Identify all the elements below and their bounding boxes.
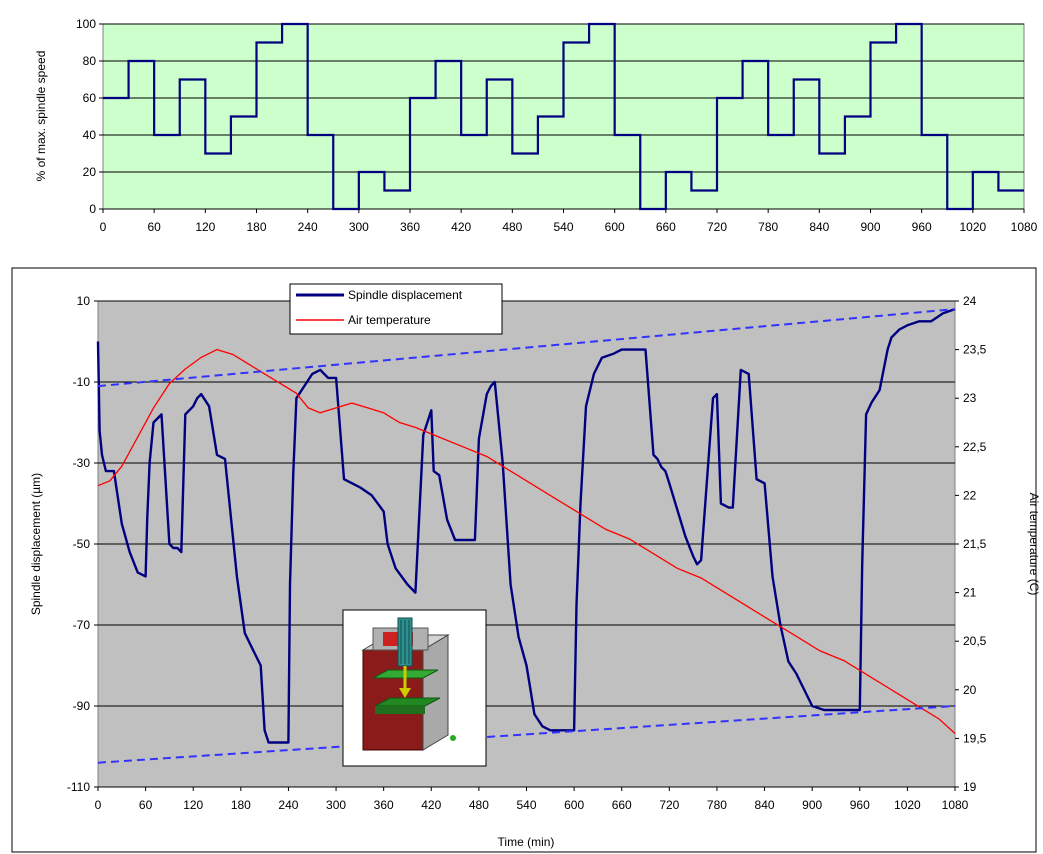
bottom-x-tick-label: 120 [183, 798, 203, 812]
bottom-y2-tick-label: 19,5 [963, 731, 987, 745]
spindle-speed-step-line [103, 22, 1024, 211]
bottom-left-y-tick-labels: -110 -90 -70 -50 -30 -10 10 [67, 294, 98, 794]
bottom-x-tick-label: 960 [850, 798, 870, 812]
bottom-right-y-tick-labels: 19 19,5 20 20,5 21 21,5 22 22,5 23 23,5 24 [955, 294, 987, 794]
top-x-tick-label: 840 [809, 220, 829, 234]
top-y-tick-label: 100 [76, 17, 96, 31]
displacement-temperature-chart: Spindle displacement Air temperature -11… [11, 267, 1041, 853]
bottom-x-tick-labels: 0 60 120 180 240 300 360 420 480 540 600 660 720 780 8… [95, 787, 969, 812]
top-y-tick-labels: 0 20 40 60 80 100 [76, 17, 103, 216]
bottom-y-axis-title: Spindle displacement (µm) [29, 473, 43, 615]
bottom-x-tick-label: 780 [707, 798, 727, 812]
top-x-tick-label: 360 [400, 220, 420, 234]
bottom-x-tick-label: 60 [139, 798, 153, 812]
bottom-y-tick-label: -90 [73, 699, 91, 713]
top-x-tick-label: 120 [195, 220, 215, 234]
top-x-tick-label: 600 [605, 220, 625, 234]
top-x-tick-label: 300 [349, 220, 369, 234]
top-x-tick-label: 480 [502, 220, 522, 234]
bottom-y2-tick-label: 24 [963, 294, 977, 308]
top-y-tick-label: 40 [83, 128, 97, 142]
top-x-tick-label: 1020 [959, 220, 986, 234]
bottom-y-tick-label: -10 [73, 375, 91, 389]
spindle-displacement-line [96, 307, 956, 744]
bottom-y2-axis-title: Air temperature (C) [1027, 493, 1041, 596]
bottom-y2-tick-label: 23,5 [963, 343, 987, 357]
bottom-y2-tick-label: 20,5 [963, 634, 987, 648]
top-y-tick-label: 20 [83, 165, 97, 179]
bottom-x-tick-label: 720 [659, 798, 679, 812]
bottom-x-tick-label: 600 [564, 798, 584, 812]
bottom-y-tick-label: -70 [73, 618, 91, 632]
bottom-x-tick-label: 1020 [894, 798, 921, 812]
top-x-tick-label: 0 [100, 220, 107, 234]
top-y-tick-label: 80 [83, 54, 97, 68]
legend: Spindle displacement Air temperature [289, 283, 503, 335]
bottom-y-tick-label: -110 [67, 780, 90, 794]
top-x-tick-label: 720 [707, 220, 727, 234]
bottom-y2-tick-label: 22 [963, 488, 977, 502]
air-temperature-line [97, 348, 956, 734]
top-series-group [103, 22, 1024, 211]
top-x-tick-label: 960 [912, 220, 932, 234]
bottom-y2-tick-label: 19 [963, 780, 977, 794]
bottom-x-tick-label: 1080 [942, 798, 969, 812]
bottom-x-tick-label: 900 [802, 798, 822, 812]
bottom-series-group [96, 307, 956, 764]
bottom-x-tick-label: 360 [374, 798, 394, 812]
top-x-tick-label: 1080 [1011, 220, 1038, 234]
lower-trend-dashed-line [97, 705, 956, 764]
bottom-x-tick-label: 180 [231, 798, 251, 812]
bottom-y-tick-label: 10 [77, 294, 91, 308]
top-y-axis-title: % of max. spindle speed [34, 51, 48, 182]
top-x-tick-label: 660 [656, 220, 676, 234]
bottom-x-tick-label: 300 [326, 798, 346, 812]
bottom-y2-tick-label: 22,5 [963, 440, 987, 454]
spindle-machine-icon [342, 609, 487, 767]
bottom-y2-tick-label: 23 [963, 391, 977, 405]
top-y-tick-label: 60 [83, 91, 97, 105]
top-y-tick-label: 0 [89, 202, 96, 216]
top-x-tick-label: 60 [147, 220, 161, 234]
bottom-x-tick-label: 480 [469, 798, 489, 812]
bottom-y-tick-label: -30 [73, 456, 91, 470]
bottom-x-tick-label: 240 [278, 798, 298, 812]
bottom-x-tick-label: 660 [612, 798, 632, 812]
legend-label-temperature: Air temperature [348, 313, 431, 327]
top-x-tick-label: 420 [451, 220, 471, 234]
bottom-y2-tick-label: 20 [963, 683, 977, 697]
top-x-tick-label: 180 [246, 220, 266, 234]
bottom-y2-tick-label: 21,5 [963, 537, 987, 551]
upper-trend-dashed-line [97, 308, 956, 388]
bottom-y-tick-label: -50 [73, 537, 91, 551]
bottom-x-tick-label: 420 [421, 798, 441, 812]
bottom-x-axis-title: Time (min) [498, 835, 555, 849]
bottom-y2-tick-label: 21 [963, 586, 977, 600]
top-x-tick-label: 780 [758, 220, 778, 234]
top-x-tick-label: 900 [860, 220, 880, 234]
bottom-x-tick-label: 840 [755, 798, 775, 812]
spindle-speed-chart: 0 20 40 60 80 100 0 60 120 180 240 300 360 420 480 540… [34, 17, 1038, 234]
bottom-x-tick-label: 0 [95, 798, 102, 812]
bottom-x-tick-label: 540 [516, 798, 536, 812]
top-x-tick-label: 540 [553, 220, 573, 234]
legend-label-displacement: Spindle displacement [348, 288, 463, 302]
top-x-tick-label: 240 [298, 220, 318, 234]
top-x-tick-labels: 0 60 120 180 240 300 360 420 480 540 600 660 720 780 8… [100, 209, 1038, 234]
